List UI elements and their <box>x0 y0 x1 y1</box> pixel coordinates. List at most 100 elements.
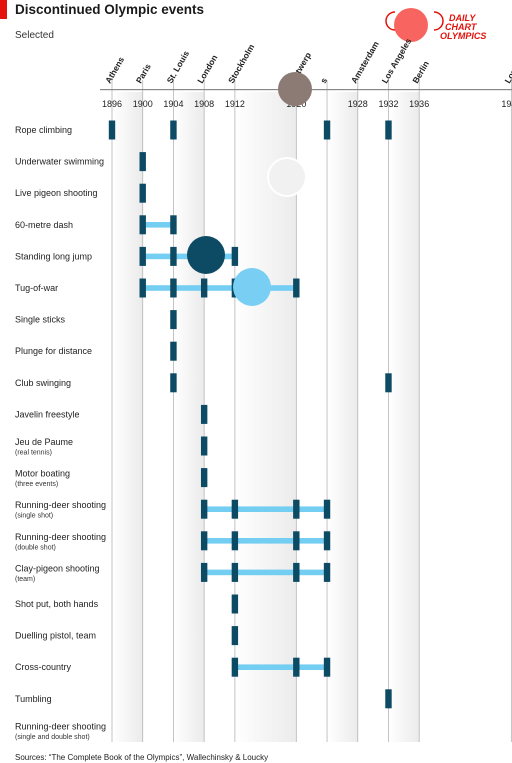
brand-arc-right-icon <box>433 11 444 31</box>
event-name: Tumbling <box>15 694 52 704</box>
event-marker-1924 <box>323 657 331 677</box>
event-row: Live pigeon shooting <box>15 183 146 203</box>
red-corner-tab <box>0 0 7 19</box>
city-label-los-angeles-1932: Los Angeles <box>380 36 414 85</box>
event-marker-1932 <box>385 373 392 393</box>
event-marker-1924 <box>323 120 331 140</box>
event-subtitle: (double shot) <box>15 544 56 551</box>
event-name: Cross-country <box>15 662 72 672</box>
event-marker-1900 <box>139 215 146 235</box>
city-label-athens-1896: Athens <box>103 55 126 85</box>
city-label-london-1948: London <box>502 53 512 85</box>
event-marker-1900 <box>139 152 146 172</box>
event-marker-1900 <box>139 278 146 298</box>
band-1932 <box>388 92 420 742</box>
year-label-1932: 1932 <box>378 99 398 109</box>
event-name: 60-metre dash <box>15 220 73 230</box>
event-marker-1904 <box>170 373 177 393</box>
event-marker-1932 <box>385 689 392 709</box>
event-row: Motor boating (three events) <box>15 468 208 488</box>
event-marker-1908 <box>200 499 208 519</box>
city-label-berlin-1936: Berlin <box>410 59 431 85</box>
year-gridlines <box>111 80 512 742</box>
event-marker-1924 <box>323 531 331 551</box>
event-row: Javelin freestyle <box>15 404 208 424</box>
event-marker-1912 <box>231 531 239 551</box>
brown-circle <box>278 72 312 106</box>
dark-blue-circle <box>187 236 225 274</box>
event-name: Tug-of-war <box>15 283 58 293</box>
event-marker-1920 <box>293 657 300 677</box>
city-label-st-louis-1904: St. Louis <box>165 49 192 85</box>
light-grey-circle <box>267 157 307 197</box>
event-name: Shot put, both hands <box>15 599 99 609</box>
event-marker-1912 <box>231 594 239 614</box>
event-name: Plunge for distance <box>15 346 92 356</box>
event-marker-1904 <box>170 246 177 266</box>
brand-line3: OLYMPICS <box>440 31 486 41</box>
event-range-bar <box>142 285 297 291</box>
event-marker-1924 <box>323 562 331 582</box>
event-row: Duelling pistol, team <box>15 626 239 646</box>
event-marker-1932 <box>385 120 392 140</box>
event-marker-1920 <box>293 562 300 582</box>
chart-subtitle: Selected <box>15 30 54 41</box>
year-label-1900: 1900 <box>133 99 153 109</box>
event-row: Rope climbing <box>15 120 392 140</box>
event-marker-1896 <box>108 120 116 140</box>
event-name: Single sticks <box>15 315 66 325</box>
event-marker-1908 <box>200 468 208 488</box>
event-row: 60-metre dash <box>15 215 177 235</box>
event-row: Clay-pigeon shooting (team) <box>15 562 331 583</box>
band-1896 <box>112 92 143 742</box>
event-marker-1904 <box>170 215 177 235</box>
event-row: Running-deer shooting (single shot) <box>15 499 331 520</box>
event-marker-1920 <box>293 531 300 551</box>
brand-line1: DAILY <box>449 13 476 23</box>
event-name: Javelin freestyle <box>15 409 80 419</box>
event-row: Running-deer shooting (double shot) <box>15 531 331 551</box>
event-marker-1912 <box>231 657 239 677</box>
year-label-1904: 1904 <box>163 99 183 109</box>
brand-line2: CHART <box>445 22 478 32</box>
event-marker-1908 <box>200 531 208 551</box>
brand-arc-left-icon <box>385 11 396 31</box>
event-name: Live pigeon shooting <box>15 188 98 198</box>
event-marker-1908 <box>200 278 208 298</box>
event-row: Club swinging <box>15 373 392 393</box>
event-name: Underwater swimming <box>15 157 104 167</box>
event-name: Clay-pigeon shooting <box>15 563 100 573</box>
event-row: Tumbling <box>15 689 392 709</box>
event-marker-1904 <box>170 310 177 330</box>
event-range-bar <box>234 664 328 670</box>
event-marker-1920 <box>293 278 300 298</box>
light-blue-circle <box>233 268 271 306</box>
event-name: Standing long jump <box>15 251 92 261</box>
brand-logo: DAILY CHART OLYMPICS <box>385 8 486 42</box>
event-name: Rope climbing <box>15 125 72 135</box>
event-marker-1912 <box>231 562 239 582</box>
event-marker-1908 <box>200 436 208 456</box>
event-subtitle: (three events) <box>15 481 58 488</box>
event-subtitle: (real tennis) <box>15 450 52 457</box>
band-1904 <box>173 92 205 742</box>
event-marker-1904 <box>170 120 177 140</box>
event-subtitle: (team) <box>15 576 35 583</box>
city-label-london-1908: London <box>195 53 219 85</box>
year-label-1912: 1912 <box>225 99 245 109</box>
event-row: Cross-country <box>15 657 331 677</box>
source-note: Sources: “The Complete Book of the Olymp… <box>15 753 268 762</box>
event-marker-1900 <box>139 246 146 266</box>
city-label-amsterdam-1928: Amsterdam <box>349 39 381 85</box>
event-range-bar <box>204 569 328 576</box>
year-label-1948: 1948 <box>501 99 512 109</box>
event-row: Underwater swimming <box>15 152 146 172</box>
event-marker-1908 <box>200 404 208 424</box>
band-1912 <box>234 92 297 742</box>
brand-red-circle <box>394 8 428 42</box>
event-name: Running-deer shooting <box>15 532 106 542</box>
event-marker-1912 <box>231 499 239 519</box>
event-marker-1900 <box>139 183 146 203</box>
event-subtitle: (single and double shot) <box>15 734 90 741</box>
